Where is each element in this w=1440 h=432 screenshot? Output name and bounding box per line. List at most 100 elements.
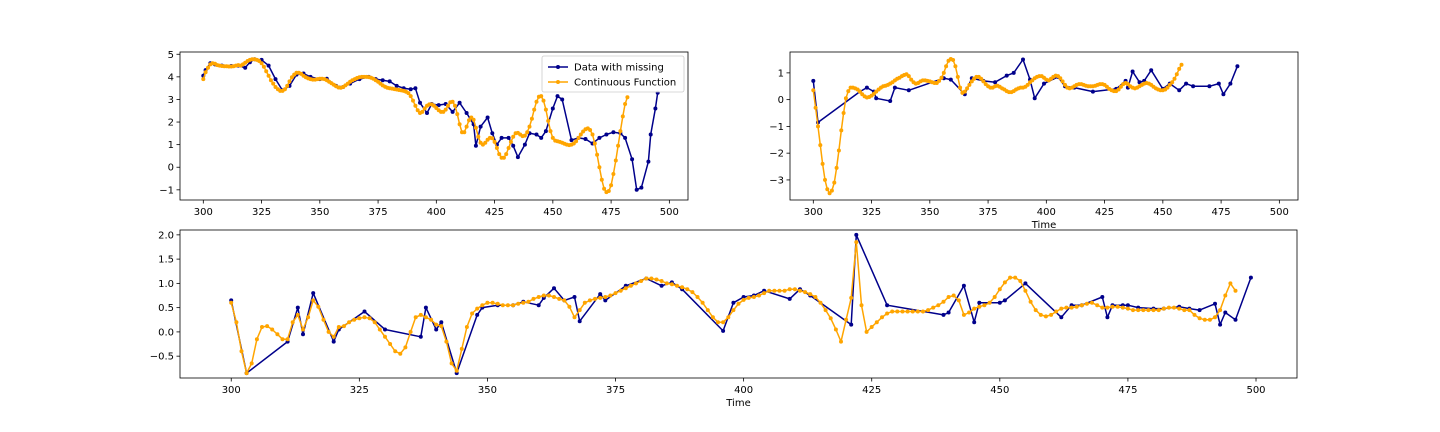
data-point <box>583 137 588 141</box>
y-tick-label: −2 <box>769 149 784 160</box>
data-point <box>664 281 669 286</box>
x-tick-label: 500 <box>1246 385 1265 396</box>
data-point <box>387 79 392 84</box>
data-point <box>406 91 411 96</box>
data-point <box>443 107 448 112</box>
data-point <box>403 345 408 350</box>
data-point <box>721 328 726 333</box>
data-point <box>993 80 998 85</box>
data-point <box>1120 305 1125 310</box>
data-point <box>639 185 644 190</box>
x-tick-label: 350 <box>310 207 329 218</box>
data-point <box>736 301 741 306</box>
data-point <box>1054 309 1059 314</box>
data-point <box>398 351 403 356</box>
data-point <box>306 315 311 320</box>
data-point <box>552 295 556 299</box>
data-point <box>499 135 504 140</box>
data-point <box>1235 64 1240 69</box>
data-point <box>746 295 751 300</box>
data-point <box>685 287 690 292</box>
data-point <box>423 305 428 310</box>
data-point <box>854 240 859 245</box>
data-point <box>854 232 859 237</box>
data-point <box>874 320 879 325</box>
data-point <box>590 132 595 137</box>
data-point <box>1023 288 1028 293</box>
data-point <box>646 159 651 164</box>
data-point <box>1100 305 1105 310</box>
data-point <box>362 309 367 314</box>
data-point <box>534 99 539 104</box>
data-point <box>548 129 553 134</box>
data-point <box>377 327 382 332</box>
data-point <box>201 77 206 82</box>
data-point <box>869 325 874 329</box>
data-point <box>792 287 797 292</box>
data-point <box>1165 85 1170 90</box>
x-tick-label: 450 <box>543 207 562 218</box>
data-point <box>234 320 239 325</box>
legend-entry: Continuous Function <box>574 78 676 89</box>
data-point <box>560 97 565 102</box>
series-continuous-function <box>229 240 1238 376</box>
axes-frame <box>179 51 689 201</box>
data-point <box>1023 281 1028 286</box>
data-point <box>987 300 992 305</box>
data-point <box>606 189 611 193</box>
data-point <box>1156 308 1161 313</box>
data-point <box>1125 303 1130 308</box>
data-point <box>295 312 300 317</box>
data-point <box>413 315 418 320</box>
data-point <box>372 320 377 325</box>
data-point <box>418 100 422 105</box>
data-point <box>816 124 820 129</box>
data-point <box>977 304 982 309</box>
data-point <box>939 75 944 80</box>
data-point <box>260 325 264 329</box>
data-point <box>1149 68 1154 73</box>
data-point <box>531 296 536 301</box>
data-point <box>1218 308 1223 313</box>
data-point <box>888 99 893 103</box>
data-point <box>762 291 767 296</box>
data-point <box>516 301 521 306</box>
data-point <box>1151 308 1156 313</box>
data-point <box>787 296 792 301</box>
data-point <box>249 361 254 366</box>
data-point <box>311 291 316 296</box>
data-point <box>577 308 582 313</box>
x-tick-label: 425 <box>1095 207 1114 218</box>
data-point <box>1182 308 1187 313</box>
x-tick-label: 425 <box>862 385 881 396</box>
x-tick-label: 350 <box>478 385 497 396</box>
data-point <box>326 329 331 334</box>
data-point <box>572 295 577 299</box>
data-point <box>1084 301 1089 306</box>
data-point <box>1021 57 1025 62</box>
data-point <box>604 132 609 137</box>
data-point <box>1105 315 1110 320</box>
data-point <box>611 172 616 176</box>
data-point <box>1002 298 1007 303</box>
data-point <box>453 103 457 108</box>
data-point <box>1207 84 1212 89</box>
data-point <box>859 303 864 308</box>
data-point <box>592 141 597 146</box>
data-point <box>941 312 946 317</box>
data-point <box>630 157 635 162</box>
data-point <box>434 327 439 332</box>
data-point <box>741 297 746 302</box>
data-point <box>833 327 838 332</box>
data-point <box>393 349 398 354</box>
data-point <box>418 312 423 317</box>
data-point <box>628 283 633 288</box>
data-point <box>203 70 208 75</box>
data-point <box>834 165 839 170</box>
data-point <box>1177 306 1182 311</box>
data-point <box>525 130 530 135</box>
data-point <box>1059 306 1064 311</box>
data-point <box>820 161 825 166</box>
data-point <box>1174 72 1179 77</box>
